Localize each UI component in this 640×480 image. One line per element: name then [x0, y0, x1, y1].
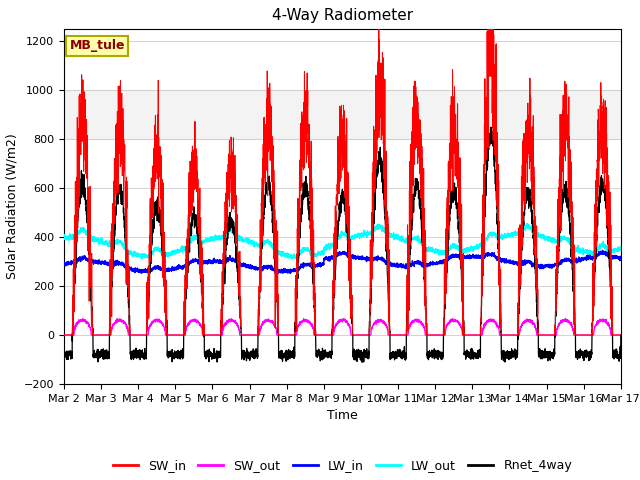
- LW_in: [617, 253, 625, 259]
- SW_out: [499, 332, 506, 338]
- LW_in: [436, 259, 444, 265]
- SW_out: [616, 332, 624, 338]
- LW_out: [160, 252, 168, 258]
- Title: 4-Way Radiometer: 4-Way Radiometer: [272, 9, 413, 24]
- Rnet_4way: [60, 352, 68, 358]
- SW_out: [467, 332, 475, 338]
- SW_in: [499, 332, 507, 338]
- Rnet_4way: [358, 360, 366, 365]
- SW_out: [60, 332, 68, 338]
- Rnet_4way: [436, 352, 444, 358]
- SW_out: [617, 332, 625, 338]
- Line: LW_in: LW_in: [64, 251, 621, 274]
- Line: SW_in: SW_in: [64, 0, 621, 335]
- SW_in: [467, 332, 475, 338]
- SW_out: [562, 315, 570, 321]
- LW_out: [616, 245, 624, 251]
- SW_in: [436, 332, 444, 338]
- SW_out: [436, 332, 444, 338]
- SW_in: [60, 332, 68, 338]
- SW_out: [322, 332, 330, 338]
- SW_out: [160, 324, 168, 329]
- Line: Rnet_4way: Rnet_4way: [64, 127, 621, 362]
- Legend: SW_in, SW_out, LW_in, LW_out, Rnet_4way: SW_in, SW_out, LW_in, LW_out, Rnet_4way: [108, 454, 577, 477]
- SW_in: [160, 284, 168, 289]
- LW_in: [616, 254, 624, 260]
- LW_in: [467, 254, 475, 260]
- LW_in: [598, 248, 606, 253]
- Rnet_4way: [322, 351, 330, 357]
- Bar: [64, 90, 621, 139]
- Rnet_4way: [160, 267, 168, 273]
- Text: MB_tule: MB_tule: [70, 39, 125, 52]
- LW_out: [436, 250, 444, 256]
- LW_in: [160, 267, 168, 273]
- Line: LW_out: LW_out: [64, 224, 621, 259]
- Rnet_4way: [616, 344, 624, 349]
- Rnet_4way: [487, 124, 495, 130]
- SW_in: [616, 332, 624, 338]
- LW_out: [288, 256, 296, 262]
- LW_out: [524, 221, 531, 227]
- LW_out: [617, 248, 625, 253]
- Rnet_4way: [617, 332, 625, 338]
- LW_in: [322, 254, 330, 260]
- SW_in: [322, 332, 330, 338]
- LW_out: [322, 245, 330, 251]
- LW_out: [467, 245, 475, 251]
- LW_in: [499, 258, 507, 264]
- LW_in: [271, 271, 279, 276]
- X-axis label: Time: Time: [327, 409, 358, 422]
- SW_in: [617, 332, 625, 338]
- LW_in: [60, 260, 68, 266]
- Rnet_4way: [499, 352, 507, 358]
- LW_out: [499, 234, 507, 240]
- Y-axis label: Solar Radiation (W/m2): Solar Radiation (W/m2): [5, 133, 18, 279]
- LW_out: [60, 235, 68, 241]
- Rnet_4way: [467, 352, 475, 358]
- Line: SW_out: SW_out: [64, 318, 621, 335]
